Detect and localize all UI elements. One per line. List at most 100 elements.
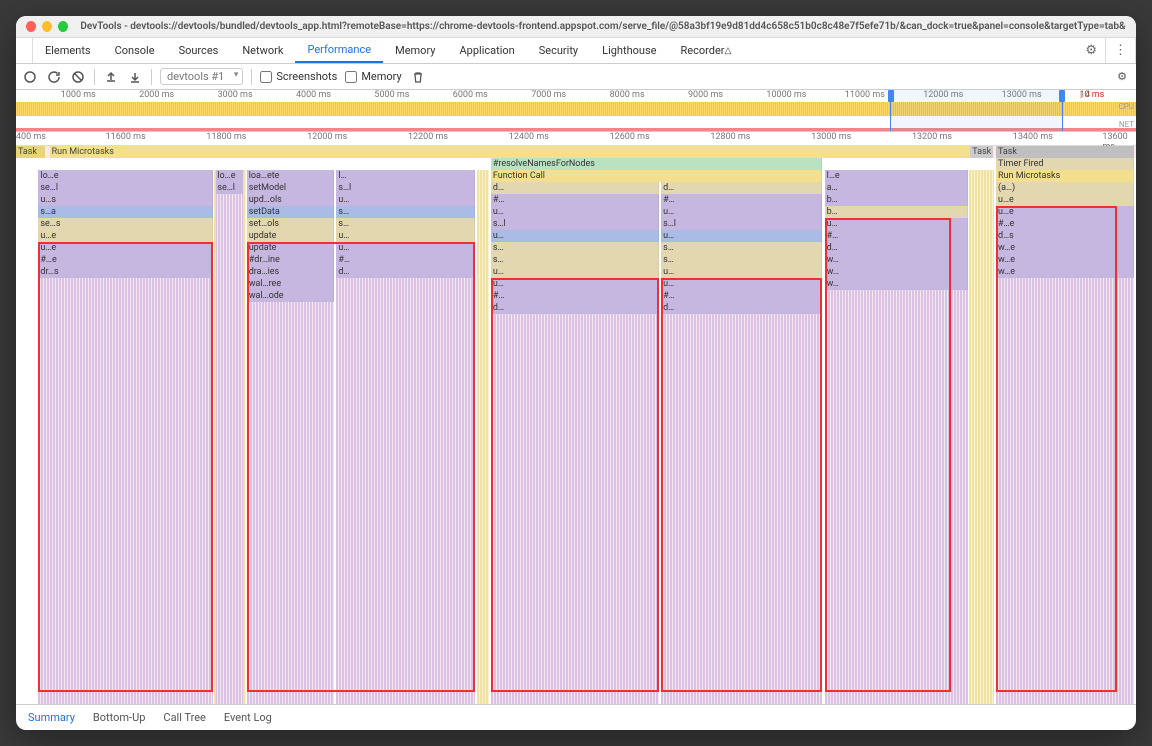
flame-frame[interactable]: wal…ode (247, 290, 334, 302)
flame-deep-stack[interactable] (661, 314, 822, 704)
screenshots-checkbox[interactable]: Screenshots (260, 70, 337, 83)
flame-frame[interactable]: #… (491, 194, 659, 206)
flame-frame[interactable]: wal…ree (247, 278, 334, 290)
details-tab-event-log[interactable]: Event Log (224, 711, 272, 724)
flame-frame[interactable]: w…e (996, 254, 1134, 266)
flame-deep-stack[interactable] (996, 278, 1134, 704)
upload-icon[interactable] (103, 69, 119, 85)
flame-frame[interactable]: #… (491, 290, 659, 302)
flame-frame[interactable]: set…ols (247, 218, 334, 230)
tab-console[interactable]: Console (103, 38, 167, 63)
flame-frame[interactable]: u… (336, 230, 475, 242)
task-segment[interactable]: Task (16, 146, 45, 158)
flame-frame[interactable]: u…s (38, 194, 213, 206)
flame-frame[interactable]: d… (661, 182, 822, 194)
flame-frame[interactable]: l…e (825, 170, 968, 182)
flame-frame[interactable]: #… (825, 230, 968, 242)
flame-frame[interactable]: s… (336, 218, 475, 230)
flame-frame[interactable]: #dr…ine (247, 254, 334, 266)
tab-performance[interactable]: Performance (295, 38, 383, 63)
flame-frame[interactable]: u… (825, 218, 968, 230)
selection-handle-left[interactable] (888, 90, 894, 102)
flame-frame[interactable]: dr…s (38, 266, 213, 278)
flame-frame[interactable]: s… (491, 242, 659, 254)
flame-frame[interactable]: #…e (996, 218, 1134, 230)
flame-frame[interactable]: w… (825, 254, 968, 266)
flame-deep-stack[interactable] (336, 278, 475, 704)
flame-frame[interactable]: u… (336, 194, 475, 206)
tab-security[interactable]: Security (527, 38, 590, 63)
flame-frame[interactable]: se…l (38, 182, 213, 194)
gear-icon[interactable]: ⚙ (1114, 69, 1130, 85)
flame-frame[interactable]: lo…e (38, 170, 213, 182)
flame-frame[interactable]: #…e (38, 254, 213, 266)
flame-frame[interactable]: u… (491, 266, 659, 278)
trash-icon[interactable] (410, 69, 426, 85)
flame-frame[interactable]: se…l (215, 182, 244, 194)
flame-frame[interactable]: s…l (336, 182, 475, 194)
tab-elements[interactable]: Elements (33, 38, 103, 63)
flame-frame[interactable]: d… (491, 182, 659, 194)
maximize-icon[interactable] (58, 21, 68, 32)
details-tab-summary[interactable]: Summary (28, 711, 75, 724)
time-ruler[interactable]: 400 ms11600 ms11800 ms12000 ms12200 ms12… (16, 132, 1136, 146)
flame-frame[interactable]: u…e (996, 194, 1134, 206)
flame-frame[interactable]: dra…ies (247, 266, 334, 278)
flame-frame[interactable]: u…e (38, 242, 213, 254)
close-icon[interactable] (26, 21, 36, 32)
more-icon[interactable]: ⋮ (1106, 38, 1136, 63)
flame-frame[interactable]: s… (491, 254, 659, 266)
flame-frame[interactable]: d…s (996, 230, 1134, 242)
flame-frame[interactable]: setModel (247, 182, 334, 194)
flame-deep-stack[interactable] (247, 302, 334, 704)
selection-handle-right[interactable] (1059, 90, 1065, 102)
tab-lighthouse[interactable]: Lighthouse (590, 38, 668, 63)
flame-frame[interactable]: b… (825, 194, 968, 206)
flame-frame[interactable]: w… (825, 278, 968, 290)
flame-frame[interactable]: w… (825, 266, 968, 278)
flame-frame[interactable]: u… (661, 278, 822, 290)
flame-frame[interactable]: s…l (491, 218, 659, 230)
profile-select[interactable]: devtools #1 (160, 68, 243, 85)
settings-icon[interactable]: ⚙ (1077, 38, 1106, 63)
flame-frame[interactable]: d… (825, 242, 968, 254)
flame-frame[interactable]: update (247, 230, 334, 242)
flame-frame[interactable]: u… (491, 206, 659, 218)
tab-sources[interactable]: Sources (167, 38, 231, 63)
flame-frame[interactable]: u…e (996, 206, 1134, 218)
minimize-icon[interactable] (42, 21, 52, 32)
flame-frame[interactable]: w…e (996, 242, 1134, 254)
flame-frame[interactable]: b… (825, 206, 968, 218)
flame-frame[interactable]: d… (661, 302, 822, 314)
download-icon[interactable] (127, 69, 143, 85)
flame-frame[interactable]: se…s (38, 218, 213, 230)
flame-frame[interactable]: a… (825, 182, 968, 194)
flame-frame[interactable]: u… (661, 206, 822, 218)
flame-frame[interactable]: u…e (38, 230, 213, 242)
flame-frame[interactable]: u… (336, 242, 475, 254)
flame-deep-stack[interactable] (491, 314, 659, 704)
details-tab-bottom-up[interactable]: Bottom-Up (93, 711, 146, 724)
flame-frame[interactable]: s…a (38, 206, 213, 218)
overview-timeline[interactable]: 1000 ms2000 ms3000 ms4000 ms5000 ms6000 … (16, 90, 1136, 132)
flame-frame[interactable]: Timer Fired (996, 158, 1134, 170)
memory-checkbox[interactable]: Memory (345, 70, 401, 83)
flame-frame[interactable]: d… (336, 266, 475, 278)
record-icon[interactable] (22, 69, 38, 85)
reload-icon[interactable] (46, 69, 62, 85)
flame-frame[interactable]: l… (336, 170, 475, 182)
flame-frame[interactable]: #… (336, 254, 475, 266)
inspect-icon[interactable] (16, 38, 33, 63)
flame-frame[interactable]: d… (491, 302, 659, 314)
flame-frame[interactable]: Run Microtasks (996, 170, 1134, 182)
flame-frame[interactable]: setData (247, 206, 334, 218)
flame-deep-stack[interactable] (38, 278, 213, 704)
task-segment[interactable]: Run Microtasks (50, 146, 991, 158)
flame-frame[interactable]: u… (491, 230, 659, 242)
tab-memory[interactable]: Memory (383, 38, 447, 63)
flame-frame[interactable]: s… (336, 206, 475, 218)
details-tab-call-tree[interactable]: Call Tree (163, 711, 205, 724)
flame-frame[interactable]: (a…) (996, 182, 1134, 194)
flame-frame[interactable]: u… (661, 230, 822, 242)
flame-frame[interactable]: s… (661, 254, 822, 266)
